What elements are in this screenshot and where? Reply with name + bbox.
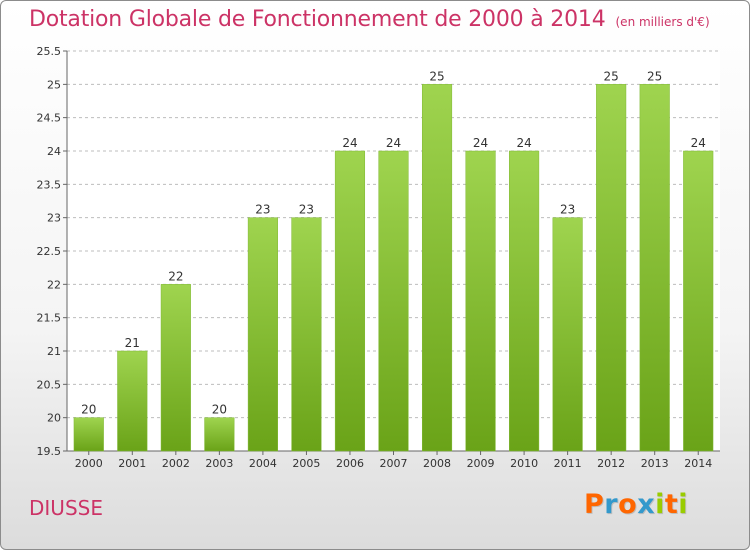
bar: [509, 150, 540, 452]
bar-value-label: 24: [516, 136, 531, 150]
y-tick-label: 21.5: [37, 312, 62, 325]
bar-value-label: 24: [386, 136, 401, 150]
y-tick-label: 20: [47, 412, 61, 425]
y-tick-label: 25: [47, 78, 61, 91]
x-tick-label: 2000: [75, 457, 103, 470]
bar: [596, 84, 627, 452]
y-tick-label: 20.5: [37, 378, 62, 391]
bar-value-label: 22: [168, 269, 183, 283]
bar: [247, 217, 278, 452]
logo-letter: P: [584, 489, 605, 520]
chart-subtitle: (en milliers d'€): [615, 15, 710, 29]
bar-value-label: 25: [647, 69, 662, 83]
x-tick-label: 2005: [292, 457, 320, 470]
logo-letter: t: [664, 489, 679, 520]
y-tick-label: 22: [47, 278, 61, 291]
x-tick-label: 2013: [641, 457, 669, 470]
x-tick-label: 2011: [554, 457, 582, 470]
bar-value-label: 24: [342, 136, 357, 150]
bar: [683, 150, 714, 452]
logo-letter: i: [678, 489, 689, 520]
chart-title: Dotation Globale de Fonctionnement de 20…: [29, 7, 710, 32]
bar: [117, 350, 148, 452]
x-tick-label: 2002: [162, 457, 190, 470]
proxiti-logo: Proxiti: [584, 489, 688, 520]
bar-value-label: 23: [255, 203, 270, 217]
commune-name: DIUSSE: [29, 496, 103, 520]
bar: [552, 217, 583, 452]
x-tick-label: 2001: [118, 457, 146, 470]
x-tick-label: 2004: [249, 457, 277, 470]
logo-letter: o: [618, 489, 638, 520]
bar: [291, 217, 322, 452]
bar-value-label: 20: [212, 403, 227, 417]
bar: [639, 84, 670, 452]
bar: [160, 284, 191, 452]
x-tick-label: 2003: [205, 457, 233, 470]
x-tick-label: 2010: [510, 457, 538, 470]
bar-value-label: 25: [429, 69, 444, 83]
x-tick-label: 2008: [423, 457, 451, 470]
bar-value-label: 21: [125, 336, 140, 350]
x-tick-label: 2014: [684, 457, 712, 470]
x-tick-label: 2007: [380, 457, 408, 470]
y-tick-label: 23: [47, 212, 61, 225]
bar-value-label: 23: [560, 203, 575, 217]
y-tick-label: 25.5: [37, 45, 62, 58]
logo-letter: x: [637, 489, 656, 520]
bar-value-label: 24: [473, 136, 488, 150]
bar: [73, 417, 104, 452]
y-tick-label: 24.5: [37, 112, 62, 125]
x-tick-label: 2006: [336, 457, 364, 470]
x-tick-label: 2012: [597, 457, 625, 470]
bar-value-label: 20: [81, 403, 96, 417]
y-tick-label: 23.5: [37, 178, 62, 191]
y-tick-label: 19.5: [37, 445, 62, 458]
x-tick-label: 2009: [467, 457, 495, 470]
y-tick-label: 24: [47, 145, 61, 158]
logo-letter: i: [655, 489, 665, 520]
bar: [334, 150, 366, 452]
bar: [465, 150, 496, 452]
bar-value-label: 25: [604, 69, 619, 83]
y-tick-label: 21: [47, 345, 61, 358]
bar-value-label: 24: [691, 136, 706, 150]
y-tick-label: 22.5: [37, 245, 62, 258]
title-text: Dotation Globale de Fonctionnement de 20…: [29, 7, 606, 32]
bar: [378, 150, 409, 452]
logo-letter: r: [604, 489, 619, 520]
bar: [421, 84, 453, 452]
bar: [204, 417, 235, 452]
bar-value-label: 23: [299, 203, 314, 217]
